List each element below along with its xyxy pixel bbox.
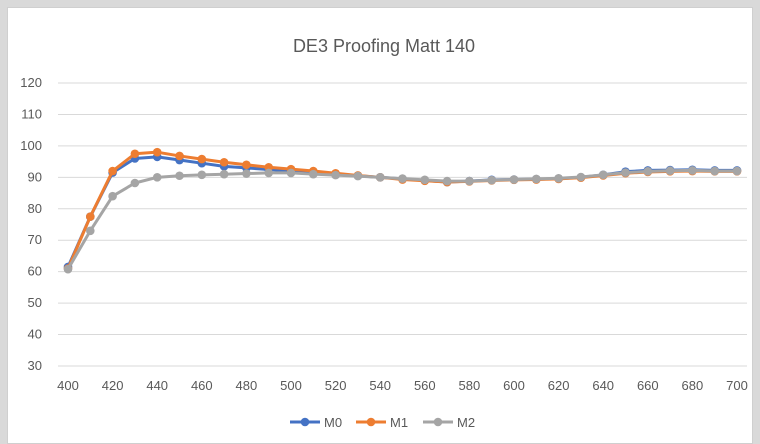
y-axis-ticks: 30 40 50 60 70 80 90 100 110 120 xyxy=(20,75,42,373)
x-axis-ticks: 400 420 440 460 480 500 520 540 560 580 600 620 640 6… xyxy=(57,378,748,393)
x-tick-label-600: 600 xyxy=(503,378,525,393)
point-M2-650 xyxy=(621,168,630,177)
legend: M0 M1 M2 xyxy=(290,415,475,430)
legend-label-M1: M1 xyxy=(390,415,408,430)
point-M2-480 xyxy=(242,169,251,178)
point-M2-490 xyxy=(264,168,274,178)
point-M2-420 xyxy=(108,191,117,201)
y-tick-label-40: 40 xyxy=(28,327,42,342)
point-M2-410 xyxy=(86,226,95,236)
grid-layer xyxy=(58,82,747,367)
point-M2-440 xyxy=(152,173,162,182)
point-M2-520 xyxy=(331,170,340,180)
x-tick-label-520: 520 xyxy=(325,378,347,393)
y-tick-label-30: 30 xyxy=(28,358,42,373)
legend-marker-M1 xyxy=(366,417,376,427)
point-M1-430 xyxy=(130,149,140,159)
point-M2-610 xyxy=(532,174,541,184)
x-tick-label-460: 460 xyxy=(191,378,213,393)
point-M1-440 xyxy=(152,147,162,157)
x-tick-label-640: 640 xyxy=(592,378,614,393)
point-M2-640 xyxy=(598,170,608,180)
x-tick-label-480: 480 xyxy=(236,378,258,393)
x-tick-label-660: 660 xyxy=(637,378,659,393)
point-M2-460 xyxy=(197,170,207,180)
point-M2-660 xyxy=(643,167,653,176)
point-M2-540 xyxy=(375,173,385,182)
point-M2-590 xyxy=(487,175,497,185)
legend-marker-M0 xyxy=(300,417,310,427)
chart-card xyxy=(7,7,753,444)
series-line-M2 xyxy=(66,168,739,271)
point-M2-620 xyxy=(554,173,563,183)
y-tick-label-50: 50 xyxy=(28,295,42,310)
x-tick-label-700: 700 xyxy=(726,378,748,393)
y-tick-label-60: 60 xyxy=(28,264,42,279)
series-layer xyxy=(63,147,742,274)
point-M2-550 xyxy=(398,174,407,183)
point-M1-450 xyxy=(175,151,184,161)
point-M1-480 xyxy=(242,160,251,170)
legend-label-M0: M0 xyxy=(324,415,342,430)
y-tick-label-70: 70 xyxy=(28,232,42,247)
point-M2-580 xyxy=(465,176,474,186)
chart-title: DE3 Proofing Matt 140 xyxy=(293,36,475,56)
point-M2-470 xyxy=(219,169,229,179)
point-M2-600 xyxy=(509,175,519,184)
x-tick-label-420: 420 xyxy=(102,378,124,393)
point-M1-420 xyxy=(108,166,117,176)
y-tick-label-100: 100 xyxy=(20,138,42,153)
point-M1-470 xyxy=(219,157,229,167)
x-tick-label-400: 400 xyxy=(57,378,79,393)
point-M2-400 xyxy=(63,264,73,274)
point-M2-630 xyxy=(576,172,586,182)
point-M2-700 xyxy=(732,166,742,176)
point-M2-690 xyxy=(710,166,719,176)
x-tick-label-440: 440 xyxy=(146,378,168,393)
y-tick-label-120: 120 xyxy=(20,75,42,90)
point-M1-410 xyxy=(86,212,95,221)
series-M2 xyxy=(63,166,742,274)
y-tick-label-110: 110 xyxy=(21,106,42,121)
point-M2-670 xyxy=(665,166,675,176)
y-tick-label-90: 90 xyxy=(28,169,42,184)
point-M2-680 xyxy=(688,166,697,175)
point-M2-450 xyxy=(175,171,184,181)
y-tick-label-80: 80 xyxy=(28,201,42,216)
legend-marker-M2 xyxy=(433,417,443,427)
x-tick-label-500: 500 xyxy=(280,378,302,393)
x-tick-label-540: 540 xyxy=(369,378,391,393)
point-M2-500 xyxy=(286,168,296,178)
point-M2-570 xyxy=(442,176,452,186)
x-tick-label-620: 620 xyxy=(548,378,570,393)
point-M2-510 xyxy=(309,169,318,179)
point-M2-530 xyxy=(353,171,363,181)
legend-label-M2: M2 xyxy=(457,415,475,430)
point-M2-560 xyxy=(420,175,430,185)
point-M1-460 xyxy=(197,154,207,164)
point-M2-430 xyxy=(130,178,140,188)
series-M1 xyxy=(63,147,742,273)
x-tick-label-680: 680 xyxy=(682,378,704,393)
x-tick-label-580: 580 xyxy=(459,378,481,393)
x-tick-label-560: 560 xyxy=(414,378,436,393)
